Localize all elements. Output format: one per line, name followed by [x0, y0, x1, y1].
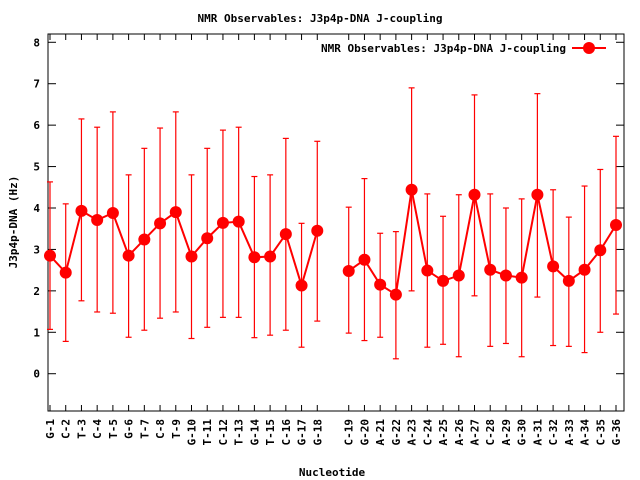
x-tick-label: G-36 [610, 419, 623, 446]
x-tick-label: A-33 [563, 419, 576, 446]
data-point [232, 215, 245, 228]
x-tick-label: G-1 [44, 419, 57, 439]
x-tick-label: C-32 [547, 419, 560, 446]
data-point [468, 188, 481, 201]
data-point [295, 279, 308, 292]
x-tick-label: A-27 [469, 419, 482, 446]
y-axis-label: J3p4p-DNA (Hz) [7, 176, 20, 269]
data-point [594, 244, 607, 257]
y-tick-label: 0 [33, 368, 40, 381]
x-tick-label: T-9 [170, 419, 183, 439]
x-tick-label: A-26 [453, 419, 466, 446]
data-point [169, 206, 182, 219]
x-tick-label: T-15 [264, 419, 277, 446]
x-tick-label: A-31 [531, 419, 544, 446]
x-tick-label: C-8 [154, 419, 167, 439]
series-line-1 [49, 209, 319, 289]
data-point [405, 183, 418, 196]
data-point [578, 263, 591, 276]
y-tick-label: 7 [33, 78, 40, 91]
x-tick-label: G-14 [248, 419, 261, 446]
data-point [216, 216, 229, 229]
x-tick-label: T-3 [75, 419, 88, 439]
x-tick-label: C-35 [594, 419, 607, 446]
data-point [311, 224, 324, 237]
data-point [421, 264, 434, 277]
y-tick-label: 3 [33, 243, 40, 256]
data-point [279, 228, 292, 241]
y-tick-label: 8 [33, 36, 40, 49]
data-point [201, 232, 214, 245]
series [44, 87, 622, 360]
x-tick-label: C-16 [280, 419, 293, 446]
data-point [437, 274, 450, 287]
x-tick-label: C-19 [343, 419, 356, 446]
data-point [499, 269, 512, 282]
data-point [138, 233, 151, 246]
data-point [389, 288, 402, 301]
x-tick-label: C-12 [217, 419, 230, 446]
x-tick-label: C-24 [421, 419, 434, 446]
data-point [484, 263, 497, 276]
data-point [452, 269, 465, 282]
x-tick-label: A-25 [437, 419, 450, 446]
data-point [515, 271, 528, 284]
x-tick-label: G-20 [358, 419, 371, 446]
x-tick-label: G-17 [296, 419, 309, 446]
x-tick-label: A-23 [406, 419, 419, 446]
x-tick-label: T-11 [201, 419, 214, 446]
data-point [248, 251, 261, 264]
data-point [531, 188, 544, 201]
data-point [75, 204, 88, 217]
x-tick-label: G-22 [390, 419, 403, 446]
data-point [122, 249, 135, 262]
legend: NMR Observables: J3p4p-DNA J-coupling [321, 42, 606, 55]
data-point [59, 266, 72, 279]
y-tick-label: 6 [33, 119, 40, 132]
x-tick-label: T-7 [138, 419, 151, 439]
x-tick-label: A-34 [579, 419, 592, 446]
legend-label: NMR Observables: J3p4p-DNA J-coupling [321, 42, 566, 55]
plot-frame [47, 33, 625, 412]
x-tick-label: G-18 [311, 419, 324, 446]
x-axis-label: Nucleotide [299, 466, 366, 479]
data-point [342, 264, 355, 277]
data-point [185, 250, 198, 263]
data-point [91, 214, 104, 227]
y-tick-label: 1 [33, 326, 40, 339]
data-point [264, 250, 277, 263]
y-tick-label: 5 [33, 161, 40, 174]
data-point [358, 253, 371, 266]
x-tick-label: T-5 [107, 419, 120, 439]
x-tick-label: G-10 [186, 419, 199, 446]
x-tick-label: C-4 [91, 419, 104, 439]
x-tick-label: G-30 [516, 419, 529, 446]
data-point [374, 278, 387, 291]
data-point [106, 206, 119, 219]
data-point [562, 274, 575, 287]
x-tick-label: C-2 [60, 419, 73, 439]
x-tick-label: A-29 [500, 419, 513, 446]
series-line-2 [348, 189, 617, 297]
data-point [154, 217, 167, 230]
y-tick-label: 4 [33, 202, 40, 215]
data-point [547, 260, 560, 273]
y-tick-label: 2 [33, 285, 40, 298]
legend-marker [583, 42, 595, 54]
x-tick-label: A-21 [374, 419, 387, 446]
x-tick-label: C-28 [484, 419, 497, 446]
x-tick-label: G-6 [123, 419, 136, 439]
chart-title: NMR Observables: J3p4p-DNA J-coupling [197, 12, 442, 25]
x-tick-label: T-13 [233, 419, 246, 446]
data-point [44, 249, 56, 262]
data-point [610, 218, 622, 231]
axes: 0 1 2 3 4 5 6 7 8 G-1 C-2 T-3 C-4 T-5 G-6 T-7 C-8 T-9 G-10… [33, 34, 624, 446]
